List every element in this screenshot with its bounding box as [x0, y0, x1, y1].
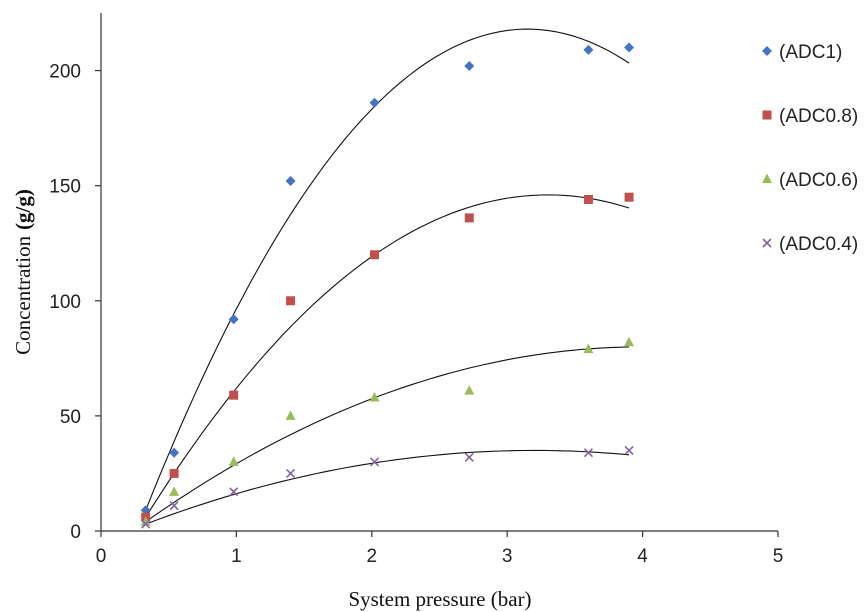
x-tick-label: 4: [637, 546, 648, 567]
data-point: [228, 456, 239, 466]
data-point: [229, 487, 239, 497]
data-point: [141, 519, 151, 529]
data-point: [583, 343, 594, 354]
legend-marker: [762, 46, 772, 56]
legend-label: (ADC1): [779, 42, 842, 63]
legend-marker: [762, 173, 772, 183]
data-point: [624, 42, 635, 53]
x-marker-stroke: [229, 487, 239, 497]
data-point: [464, 213, 474, 223]
y-tick-label: 50: [60, 407, 81, 428]
legend-label: (ADC0.8): [779, 106, 858, 127]
x-marker-stroke: [169, 501, 179, 511]
legend-label: (ADC0.6): [779, 170, 858, 191]
y-tick-label: 150: [49, 177, 81, 198]
data-point: [140, 516, 151, 526]
x-marker-stroke: [369, 457, 380, 467]
data-point: [140, 505, 151, 516]
y-tick-label: 200: [49, 62, 81, 83]
trendlines: [145, 28, 630, 525]
data-point: [464, 385, 475, 395]
data-points: [140, 42, 635, 529]
legend-label: (ADC0.4): [779, 234, 858, 255]
data-point: [464, 60, 475, 71]
data-point: [370, 250, 380, 260]
data-point: [464, 452, 474, 462]
x-marker-stroke: [624, 445, 634, 455]
x-marker-stroke: [464, 452, 474, 462]
y-axis-title-unit: (g/g): [11, 189, 35, 230]
legend-marker: [762, 238, 772, 248]
data-point: [624, 336, 635, 347]
data-point: [169, 486, 180, 496]
trendline: [145, 346, 630, 523]
x-tick-label: 3: [502, 546, 513, 567]
data-point: [369, 391, 380, 402]
x-marker-stroke: [583, 448, 594, 458]
x-tick-label: 5: [773, 546, 784, 567]
legend: (ADC1) (ADC0.8) (ADC0.6) (ADC0.4): [762, 42, 858, 255]
trendline: [145, 449, 630, 525]
x-marker-stroke: [141, 519, 151, 529]
x-tick-label: 0: [96, 546, 107, 567]
data-point: [285, 468, 296, 479]
data-point: [169, 447, 180, 458]
data-point: [624, 445, 634, 455]
data-point: [285, 176, 296, 187]
data-point: [624, 192, 634, 202]
x-tick-label: 2: [367, 546, 378, 567]
x-axis-title: System pressure (bar): [348, 587, 531, 611]
data-point: [169, 468, 179, 478]
data-point: [583, 44, 594, 55]
trendline: [145, 28, 630, 511]
data-point: [229, 390, 239, 400]
data-point: [583, 194, 593, 204]
y-tick-label: 0: [70, 522, 81, 543]
x-marker-stroke: [285, 468, 296, 479]
trendline: [145, 194, 630, 518]
data-point: [583, 448, 594, 458]
legend-marker: [762, 110, 772, 120]
x-tick-label: 1: [231, 546, 242, 567]
y-tick-label: 100: [49, 292, 81, 313]
y-axis-title: Concentration (g/g): [11, 189, 35, 355]
y-axis-title-text: Concentration: [11, 235, 35, 354]
data-point: [369, 457, 380, 467]
data-point: [228, 314, 239, 325]
data-point: [285, 410, 296, 420]
data-point: [169, 501, 179, 511]
x-marker-stroke: [762, 238, 772, 248]
data-point: [369, 97, 380, 108]
data-point: [286, 296, 296, 306]
